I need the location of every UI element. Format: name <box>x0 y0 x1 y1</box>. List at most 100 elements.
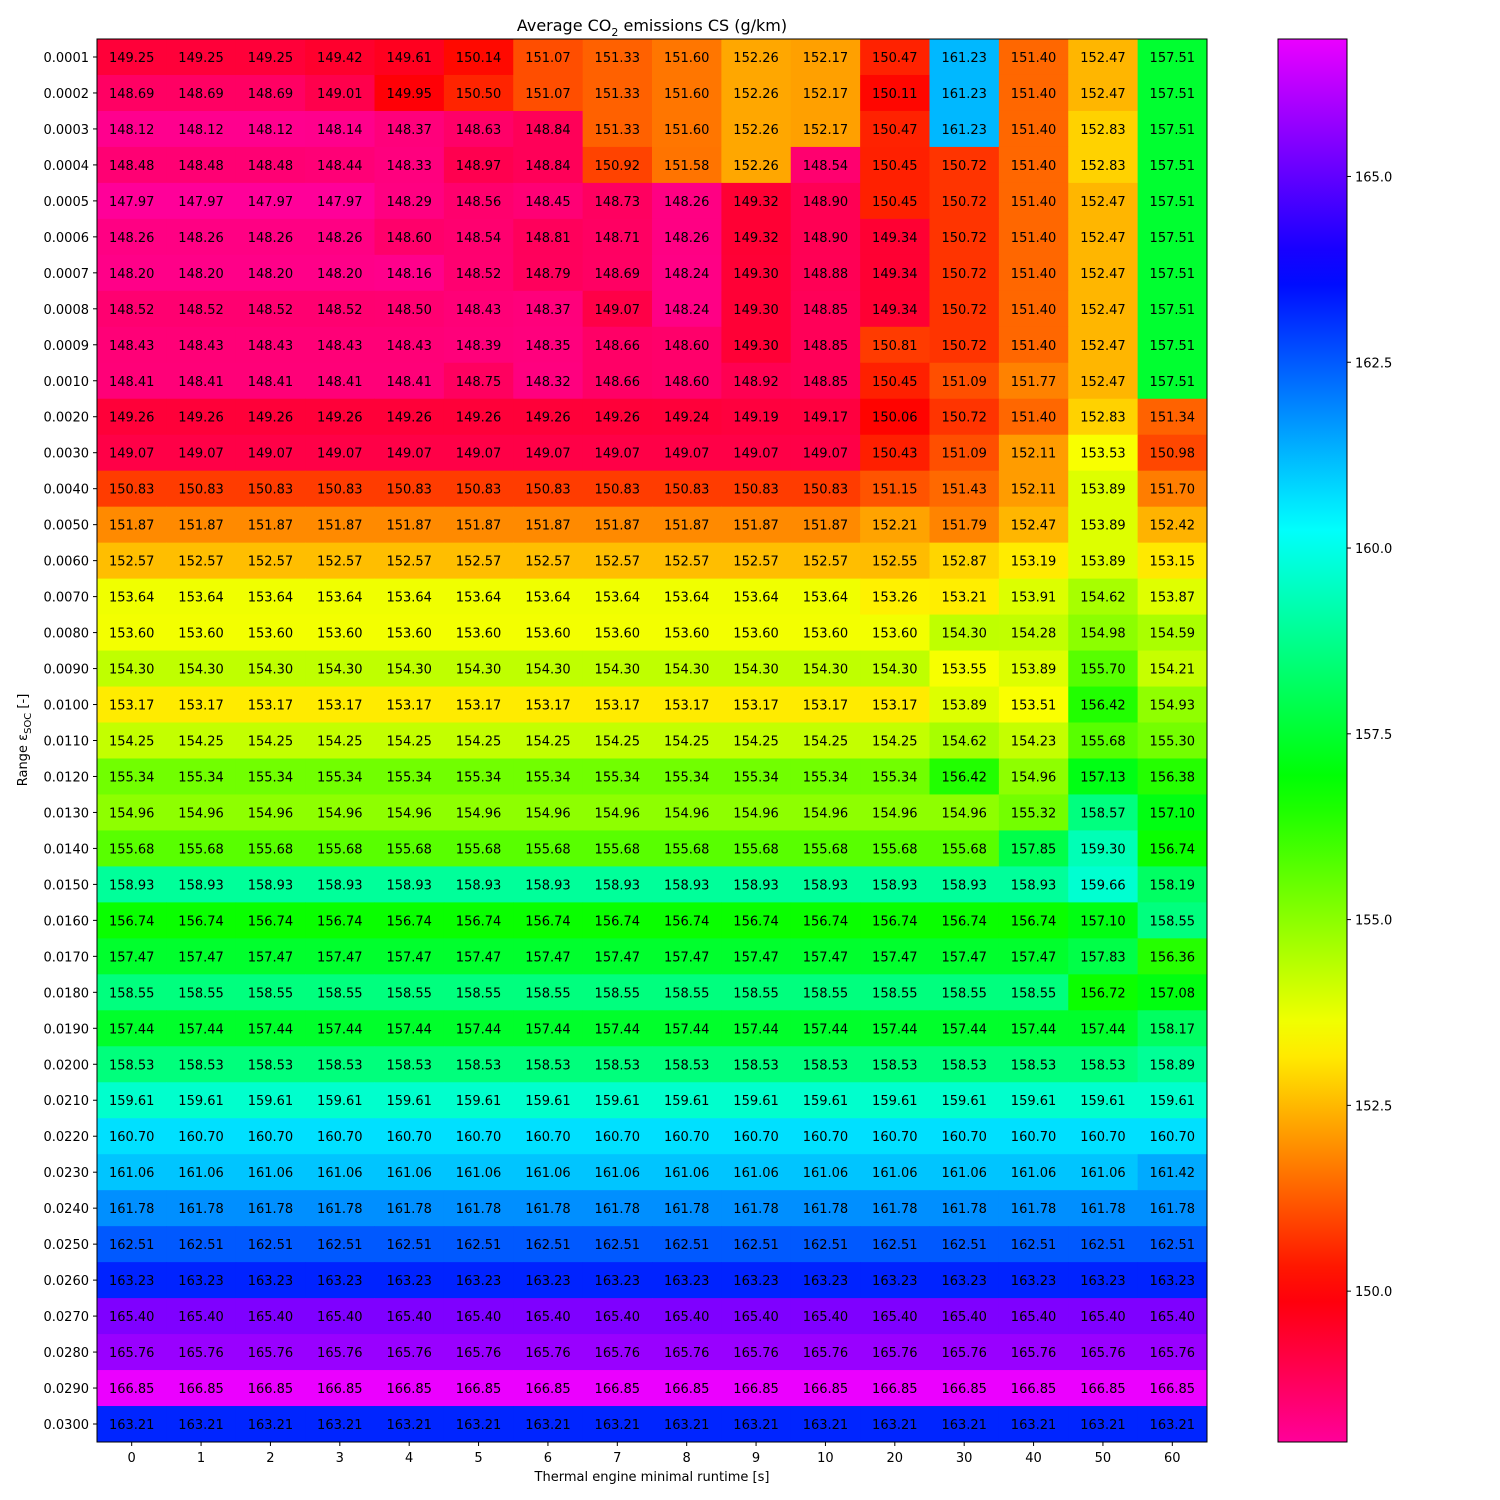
cell-value-label: 149.30 <box>733 339 779 354</box>
cell-value-label: 153.21 <box>941 591 987 606</box>
cell-value-label: 161.78 <box>109 1202 155 1217</box>
heatmap-cell <box>374 650 445 688</box>
cell-value-label: 160.70 <box>109 1130 155 1145</box>
cell-value-label: 151.60 <box>664 51 710 66</box>
cell-value-label: 152.57 <box>664 555 710 570</box>
heatmap-cell <box>97 1226 167 1263</box>
heatmap-cell <box>860 1010 931 1047</box>
heatmap-cell <box>998 974 1069 1011</box>
heatmap-cell <box>305 110 376 148</box>
heatmap-cell <box>1137 506 1208 544</box>
cell-value-label: 148.24 <box>664 267 710 282</box>
heatmap-cell <box>97 1190 167 1227</box>
cell-value-label: 150.72 <box>941 159 987 174</box>
colorbar-tick-label: 152.5 <box>1355 1099 1392 1114</box>
x-tick-label: 8 <box>683 1451 691 1466</box>
cell-value-label: 157.51 <box>1150 303 1196 318</box>
heatmap-cell <box>97 1406 167 1443</box>
heatmap-cell <box>1068 722 1139 759</box>
heatmap-cell <box>860 110 931 148</box>
heatmap-cell <box>1068 470 1139 508</box>
heatmap-cell <box>1137 938 1208 975</box>
cell-value-label: 155.34 <box>872 770 918 785</box>
cell-value-label: 153.17 <box>664 699 710 714</box>
cell-value-label: 151.33 <box>595 123 641 138</box>
heatmap-cell <box>1137 398 1208 436</box>
cell-value-label: 156.74 <box>456 914 502 929</box>
heatmap-cell <box>582 938 653 975</box>
cell-value-label: 166.85 <box>941 1382 987 1397</box>
heatmap-cell <box>443 758 514 795</box>
heatmap-cell <box>166 1406 237 1443</box>
cell-value-label: 154.59 <box>1150 627 1196 642</box>
cell-value-label: 157.51 <box>1150 195 1196 210</box>
cell-value-label: 152.47 <box>1080 51 1126 66</box>
heatmap-cell <box>97 506 167 544</box>
y-tick-label: 0.0130 <box>44 806 90 821</box>
heatmap-cell <box>1068 1118 1139 1155</box>
heatmap-cell <box>235 578 306 616</box>
y-tick-label: 0.0180 <box>44 986 90 1001</box>
cell-value-label: 163.21 <box>456 1418 502 1433</box>
cell-value-label: 148.56 <box>456 195 502 210</box>
cell-value-label: 165.40 <box>941 1310 987 1325</box>
heatmap-cell <box>374 614 445 652</box>
cell-value-label: 165.76 <box>1150 1346 1196 1361</box>
heatmap-cell <box>305 1334 376 1371</box>
cell-value-label: 154.96 <box>456 806 502 821</box>
heatmap-cell <box>1068 902 1139 939</box>
cell-value-label: 152.83 <box>1080 159 1126 174</box>
heatmap-cell <box>1137 1370 1208 1407</box>
cell-value-label: 153.17 <box>178 699 224 714</box>
y-tick-label: 0.0003 <box>44 123 90 138</box>
cell-value-label: 150.83 <box>664 483 710 498</box>
cell-value-label: 158.93 <box>386 878 432 893</box>
heatmap-cell <box>443 254 514 292</box>
cell-value-label: 157.47 <box>803 950 849 965</box>
cell-value-label: 152.26 <box>733 87 779 102</box>
cell-value-label: 148.24 <box>664 303 710 318</box>
y-tick-label: 0.0100 <box>44 699 90 714</box>
cell-value-label: 163.21 <box>595 1418 641 1433</box>
heatmap-cell <box>582 1082 653 1119</box>
cell-value-label: 149.24 <box>664 411 710 426</box>
cell-value-label: 148.41 <box>109 375 155 390</box>
cell-value-label: 156.72 <box>1080 986 1126 1001</box>
heatmap-cell <box>97 1370 167 1407</box>
cell-value-label: 153.89 <box>941 699 987 714</box>
heatmap-cell <box>166 938 237 975</box>
y-tick-label: 0.0050 <box>44 519 90 534</box>
cell-value-label: 158.93 <box>456 878 502 893</box>
heatmap-cell <box>166 362 237 400</box>
cell-value-label: 163.23 <box>456 1274 502 1289</box>
cell-value-label: 155.34 <box>386 770 432 785</box>
cell-value-label: 148.20 <box>248 267 294 282</box>
heatmap-cell <box>305 362 376 400</box>
cell-value-label: 151.87 <box>595 519 641 534</box>
cell-value-label: 158.55 <box>525 986 571 1001</box>
cell-value-label: 160.70 <box>1150 1130 1196 1145</box>
heatmap-cell <box>652 1154 722 1191</box>
cell-value-label: 161.78 <box>525 1202 571 1217</box>
heatmap-cell <box>790 218 861 256</box>
heatmap-cell <box>929 650 1000 688</box>
cell-value-label: 162.51 <box>803 1238 849 1253</box>
heatmap-cell <box>235 1298 306 1335</box>
cell-value-label: 157.51 <box>1150 231 1196 246</box>
heatmap-cell <box>929 1010 1000 1047</box>
cell-value-label: 165.40 <box>178 1310 224 1325</box>
heatmap-cell <box>443 146 514 184</box>
cell-value-label: 160.70 <box>803 1130 849 1145</box>
heatmap-cell <box>166 1226 237 1263</box>
cell-value-label: 154.25 <box>803 735 849 750</box>
heatmap-cell <box>860 506 931 544</box>
cell-value-label: 166.85 <box>386 1382 432 1397</box>
heatmap-cell <box>235 74 306 112</box>
cell-value-label: 165.40 <box>872 1310 918 1325</box>
heatmap-cell <box>582 506 653 544</box>
heatmap-cell <box>513 686 584 724</box>
cell-value-label: 148.84 <box>525 159 571 174</box>
cell-value-label: 157.47 <box>456 950 502 965</box>
cell-value-label: 163.21 <box>525 1418 571 1433</box>
cell-value-label: 150.45 <box>872 195 918 210</box>
